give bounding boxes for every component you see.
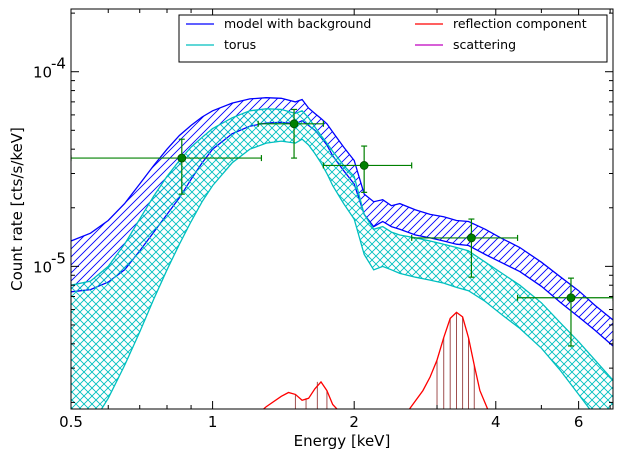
legend: model with background reflection componen…	[178, 14, 608, 63]
band-fill-0	[71, 97, 613, 346]
data-point-1	[289, 119, 299, 129]
band-lower-line-1	[100, 138, 591, 409]
band-fill-1	[71, 108, 613, 409]
x-tick-label-3: 4	[491, 413, 501, 431]
legend-label-2: torus	[224, 37, 256, 52]
y-tick-label-0: 10-5	[33, 249, 66, 276]
legend-box	[178, 14, 608, 63]
y-tick-label-exp-0: -5	[51, 249, 66, 267]
legend-label-3: scattering	[453, 37, 516, 52]
plot-area	[71, 97, 613, 409]
x-tick-label-4: 6	[574, 413, 584, 431]
x-axis-title: Energy [keV]	[294, 432, 391, 450]
data-point-2	[359, 161, 369, 170]
band-upper-line-0	[71, 97, 613, 321]
data-point-3	[467, 233, 476, 243]
legend-label-1: reflection component	[453, 16, 587, 31]
y-tick-label-1: 10-4	[33, 55, 66, 82]
x-tick-label-0: 0.5	[59, 413, 83, 431]
legend-label-0: model with background	[224, 16, 371, 31]
reflection-line	[262, 311, 489, 409]
plot-frame	[70, 8, 614, 410]
y-tick-label-base-0: 10	[33, 258, 52, 276]
data-point-0	[177, 153, 187, 163]
y-axis-title: Count rate [cts/s/keV]	[8, 127, 26, 291]
data-point-4	[566, 293, 576, 303]
model-bands	[71, 97, 613, 409]
axis-ticks: 0.5 1 2 4 610-510-4	[33, 9, 613, 431]
band-upper-line-1	[71, 108, 613, 381]
y-tick-label-exp-1: -4	[51, 55, 66, 73]
y-tick-label-base-1: 10	[33, 64, 52, 82]
x-tick-label-1: 1	[208, 413, 218, 431]
x-tick-label-2: 2	[349, 413, 359, 431]
reflection-lines	[262, 311, 489, 409]
data-points	[71, 108, 613, 347]
